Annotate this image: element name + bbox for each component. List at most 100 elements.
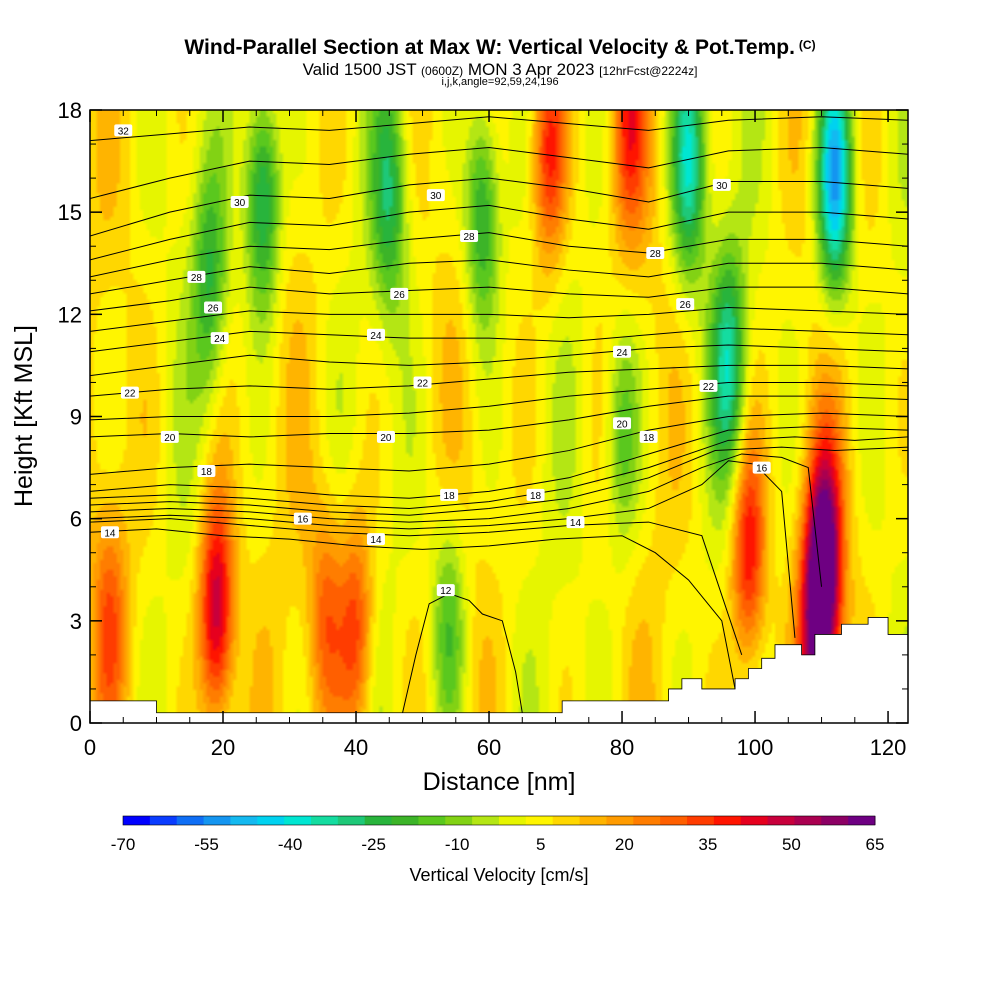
colorbar-swatch [660, 816, 688, 825]
x-tick-label: 60 [477, 735, 501, 760]
svg-text:24: 24 [214, 334, 226, 345]
colorbar-swatch [606, 816, 634, 825]
contour-label: 30 [230, 195, 249, 209]
contour-label: 30 [712, 178, 731, 192]
colorbar-tick-label: -10 [445, 835, 470, 854]
contour-label: 24 [210, 332, 229, 345]
theta-contour [90, 204, 908, 261]
colorbar-swatch [633, 816, 661, 825]
colorbar-tick-label: 65 [866, 835, 885, 854]
colorbar-swatch [176, 816, 205, 825]
theta-contour [90, 232, 908, 278]
y-tick-label: 6 [70, 507, 82, 532]
theta-contour [90, 395, 908, 438]
theta-contour [402, 593, 523, 713]
svg-text:28: 28 [191, 273, 203, 284]
contour-label: 30 [426, 189, 445, 202]
contour-label: 18 [526, 488, 545, 502]
colorbar-swatch [391, 816, 419, 825]
contour-label: 22 [413, 376, 432, 389]
theta-contour [90, 412, 908, 475]
colorbar-swatch [149, 816, 178, 825]
x-tick-label: 0 [84, 735, 96, 760]
contour-label: 16 [752, 461, 771, 475]
colorbar-swatch [203, 816, 231, 825]
svg-text:22: 22 [417, 378, 429, 389]
svg-text:18: 18 [643, 433, 655, 444]
x-tick-label: 80 [610, 735, 634, 760]
terrain-area [90, 617, 908, 723]
colorbar-tick-label: -25 [361, 835, 386, 854]
svg-text:18: 18 [201, 467, 213, 478]
y-axis-title: Height [Kft MSL] [10, 325, 38, 507]
x-tick-label: 100 [737, 735, 774, 760]
copyright-mark: (C) [798, 38, 816, 52]
colorbar-tick-label: 20 [615, 835, 634, 854]
theta-contour [90, 364, 908, 397]
svg-text:18: 18 [444, 491, 456, 502]
contour-label: 14 [100, 526, 119, 539]
theta-contour [90, 426, 908, 499]
contour-label: 16 [293, 512, 312, 526]
colorbar-tick-label: 50 [782, 835, 801, 854]
svg-text:20: 20 [616, 419, 628, 430]
contour-label: 14 [566, 516, 585, 529]
contour-label: 22 [699, 379, 718, 393]
contour-label: 12 [436, 584, 455, 597]
x-tick-label: 120 [870, 735, 907, 760]
contour-label: 32 [114, 124, 133, 137]
colorbar-tick-label: -70 [111, 835, 136, 854]
theta-contour [90, 446, 908, 516]
y-tick-label: 18 [58, 98, 82, 123]
theta-contours [90, 116, 908, 713]
svg-text:30: 30 [234, 198, 246, 209]
colorbar-tick-label: 5 [536, 835, 545, 854]
y-axis: 0 3 6 9 12 15 18 [58, 98, 908, 736]
svg-text:26: 26 [394, 290, 406, 301]
svg-text:26: 26 [680, 300, 692, 311]
colorbar-swatch [499, 816, 527, 825]
contour-labels: 32 30 28 26 24 22 20 18 16 14 14 12 30 28 26 24 22 20 18 18… [100, 124, 771, 597]
svg-text:14: 14 [370, 535, 382, 546]
colorbar-tick-label: -40 [278, 835, 303, 854]
chart-subtitle: Valid 1500 JST (0600Z) MON 3 Apr 2023 [1… [302, 60, 698, 79]
colorbar-swatch [230, 816, 258, 825]
svg-text:30: 30 [716, 181, 728, 192]
colorbar-swatch [713, 816, 742, 825]
colorbar-title: Vertical Velocity [cm/s] [409, 865, 588, 885]
colorbar-swatch [364, 816, 393, 825]
svg-text:26: 26 [207, 304, 219, 315]
contour-label: 18 [197, 464, 216, 478]
colorbar-tick-label: -55 [194, 835, 219, 854]
colorbar-swatch [445, 816, 473, 825]
valid-utc: (0600Z) [421, 64, 464, 78]
contour-label: 26 [390, 287, 409, 301]
theta-contour [90, 528, 736, 690]
x-axis-title: Distance [nm] [423, 768, 576, 796]
contour-label: 28 [187, 270, 206, 284]
colorbar-swatch [418, 816, 446, 825]
svg-text:24: 24 [616, 348, 628, 359]
terrain-mask [90, 617, 908, 723]
contour-label: 18 [440, 488, 459, 502]
colorbar-swatch [579, 816, 607, 825]
x-tick-label: 20 [211, 735, 235, 760]
theta-contour [90, 307, 908, 332]
colorbar-swatch [767, 816, 795, 825]
svg-text:20: 20 [164, 433, 176, 444]
svg-text:24: 24 [370, 331, 382, 342]
plot-area: 32 30 28 26 24 22 20 18 16 14 14 12 30 28 26 24 22 20 18 18… [89, 109, 909, 724]
chart-indices: i,j,k,angle=92,59,24,196 [441, 76, 559, 88]
theta-contour [90, 259, 908, 295]
contour-label: 20 [376, 430, 395, 444]
svg-text:18: 18 [530, 491, 542, 502]
colorbar: -70 -55 -40 -25 -10 5 20 35 50 65 [111, 815, 885, 854]
colorbar-swatch [848, 816, 876, 825]
colorbar-swatch [821, 816, 849, 825]
theta-contour [90, 518, 743, 656]
colorbar-swatch [687, 816, 715, 825]
theta-contour [90, 146, 908, 200]
colorbar-swatch [284, 816, 312, 825]
y-tick-label: 15 [58, 200, 82, 225]
